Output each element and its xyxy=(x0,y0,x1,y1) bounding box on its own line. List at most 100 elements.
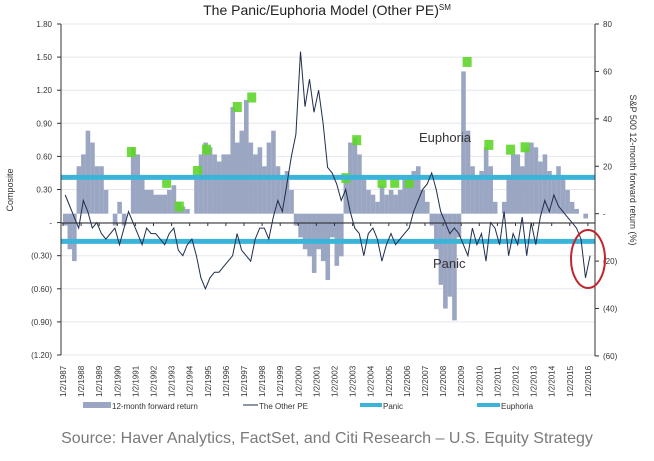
legend-label-other-pe: The Other PE xyxy=(259,402,308,411)
left-tick-label: (1.20) xyxy=(31,351,52,360)
x-tick-label: 1/2/2014 xyxy=(548,365,557,397)
forward-return-bar xyxy=(320,213,326,262)
forward-return-bar xyxy=(162,194,168,214)
forward-return-bar xyxy=(538,161,543,214)
x-tick-label: 1/2/2004 xyxy=(367,365,376,397)
forward-return-bar xyxy=(452,213,457,321)
left-tick-label: (0.60) xyxy=(31,285,52,294)
forward-return-bar xyxy=(438,213,444,285)
x-tick-label: 1/2/1996 xyxy=(222,365,231,397)
x-tick-label: 1/2/2016 xyxy=(584,365,593,397)
threshold-lines xyxy=(61,174,595,244)
forward-return-bar xyxy=(474,178,480,214)
forward-return-bar xyxy=(375,201,380,214)
forward-return-bar xyxy=(103,189,109,214)
forward-return-bar xyxy=(510,154,516,214)
forward-return-bar xyxy=(565,189,570,214)
forward-return-bar xyxy=(357,154,362,214)
forward-return-bar xyxy=(569,201,575,214)
x-tick-label: 1/2/2013 xyxy=(530,365,539,397)
forward-return-bar xyxy=(262,166,267,214)
forward-return-bar xyxy=(185,208,190,214)
forward-return-bar xyxy=(148,189,154,214)
x-tick-label: 1/2/2012 xyxy=(512,365,521,397)
forward-return-bar xyxy=(171,185,177,214)
forward-return-bar xyxy=(253,154,258,214)
signal-marker xyxy=(520,142,530,153)
forward-return-bar xyxy=(144,189,150,214)
source-note: Source: Haver Analytics, FactSet, and Ci… xyxy=(61,430,593,447)
forward-return-bar xyxy=(343,178,349,214)
x-tick-label: 1/2/1987 xyxy=(59,365,68,397)
forward-return-bar xyxy=(112,213,118,226)
forward-return-bar xyxy=(257,147,263,214)
forward-return-bar xyxy=(271,130,276,214)
forward-return-bar xyxy=(117,201,122,214)
forward-return-bar xyxy=(370,194,376,214)
x-tick-label: 1/2/2000 xyxy=(294,365,303,397)
right-tick-label: 40 xyxy=(603,115,612,124)
forward-return-bars xyxy=(63,71,588,321)
forward-return-bar xyxy=(63,213,68,226)
forward-return-bar xyxy=(198,154,204,214)
forward-return-bar xyxy=(76,166,82,214)
signal-marker xyxy=(506,144,516,155)
left-tick-label: 0.60 xyxy=(36,152,52,161)
x-tick-label: 1/2/2015 xyxy=(566,365,575,397)
right-tick-label: 20 xyxy=(603,162,612,171)
signal-markers xyxy=(126,56,530,212)
forward-return-bar xyxy=(488,166,493,214)
forward-return-bar xyxy=(99,166,104,214)
x-tick-label: 1/2/1993 xyxy=(168,365,177,397)
forward-return-bar xyxy=(307,213,312,257)
x-tick-label: 1/2/2002 xyxy=(331,365,340,397)
signal-marker xyxy=(377,177,387,188)
forward-return-bar xyxy=(230,106,236,214)
x-tick-label: 1/2/1999 xyxy=(276,365,285,397)
forward-return-bar xyxy=(415,166,421,214)
right-tick-label: (40) xyxy=(603,305,618,314)
right-tick-label: (60) xyxy=(603,352,618,361)
forward-return-bar xyxy=(524,147,530,214)
left-tick-label: 1.50 xyxy=(36,53,52,62)
signal-marker xyxy=(201,144,211,155)
x-tick-label: 1/2/1991 xyxy=(131,365,140,397)
forward-return-bar xyxy=(515,154,521,214)
left-tick-label: - xyxy=(49,219,52,228)
forward-return-bar xyxy=(85,130,91,214)
other-pe-line xyxy=(64,51,591,291)
forward-return-bar xyxy=(221,154,226,214)
left-axis-ticks: 1.80 1.50 1.20 0.90 0.60 0.30 - (0.30) (0.60) (0.… xyxy=(31,20,61,360)
forward-return-bar xyxy=(533,147,539,214)
forward-return-bar xyxy=(121,213,127,226)
forward-return-bar xyxy=(244,99,249,214)
right-axis-ticks: 80 60 40 20 - (20) (40) (60) xyxy=(595,20,618,361)
signal-marker xyxy=(484,139,494,150)
forward-return-bar xyxy=(379,185,385,214)
left-tick-label: (0.90) xyxy=(31,318,52,327)
forward-return-bar xyxy=(560,178,566,214)
forward-return-bar xyxy=(479,171,484,214)
forward-return-bar xyxy=(212,154,217,214)
left-tick-label: 1.80 xyxy=(36,20,52,29)
forward-return-bar xyxy=(94,166,100,214)
forward-return-bar xyxy=(130,147,136,214)
x-tick-label: 1/2/2005 xyxy=(385,365,394,397)
x-tick-label: 1/2/2010 xyxy=(475,365,484,397)
forward-return-bar xyxy=(225,154,231,214)
legend-label-euphoria: Euphoria xyxy=(501,402,534,411)
forward-return-bar xyxy=(547,171,552,214)
x-tick-label: 1/2/1994 xyxy=(186,365,195,397)
left-tick-label: 0.30 xyxy=(36,185,52,194)
forward-return-bar xyxy=(583,213,588,219)
x-tick-label: 1/2/2008 xyxy=(439,365,448,397)
right-axis-label: S&P 500 12-month forward return (%) xyxy=(628,95,638,246)
forward-return-bar xyxy=(275,166,281,214)
forward-return-bar xyxy=(158,194,163,214)
signal-marker xyxy=(174,201,184,212)
forward-return-bar xyxy=(483,147,489,214)
forward-return-bar xyxy=(302,213,308,250)
chart-title: The Panic/Euphoria Model (Other PE)SM xyxy=(203,2,451,18)
forward-return-bar xyxy=(397,189,403,214)
